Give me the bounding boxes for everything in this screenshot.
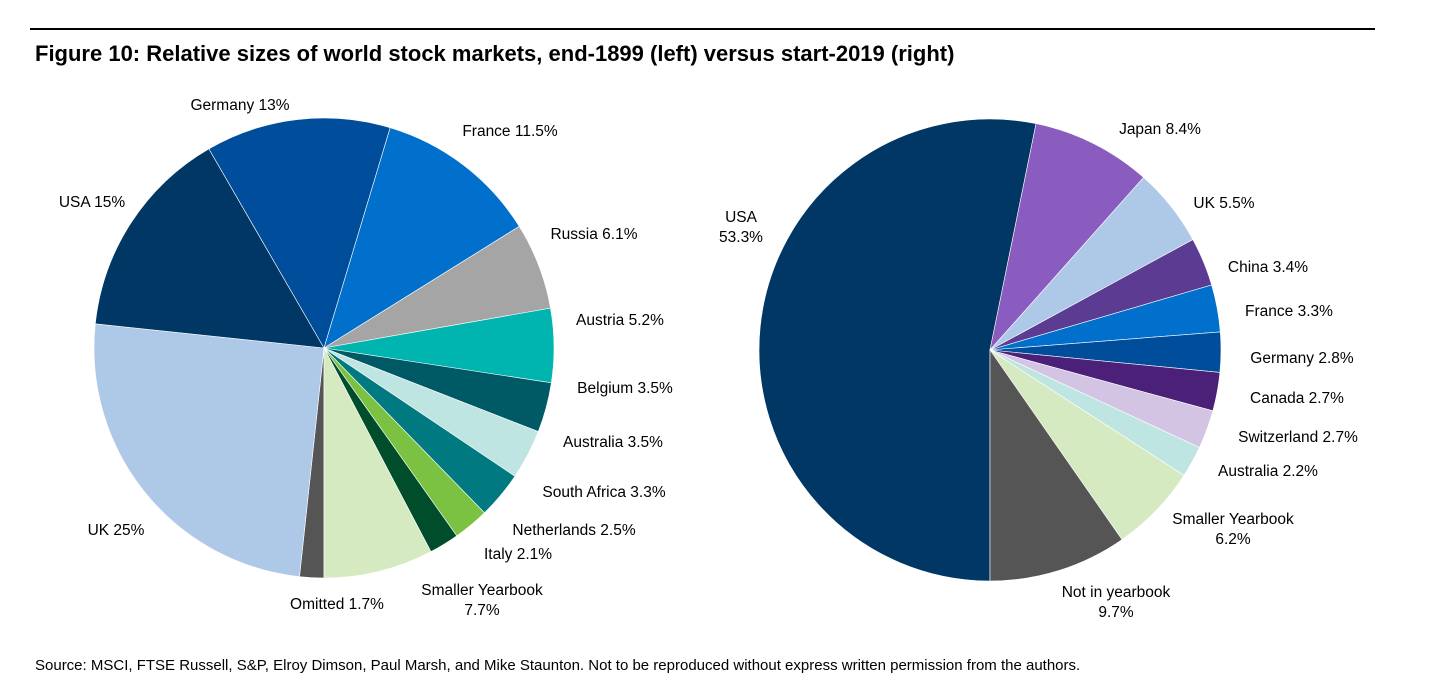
slice-label: China 3.4% (1228, 259, 1308, 276)
slice-label: Belgium 3.5% (577, 380, 673, 397)
slice-label: Not in yearbook 9.7% (1062, 584, 1171, 621)
slice-label: Switzerland 2.7% (1238, 429, 1358, 446)
pie-slice (758, 118, 1037, 582)
pie-slice (989, 123, 1145, 352)
slice-label: Germany 2.8% (1250, 350, 1354, 367)
slice-label: Smaller Yearbook 7.7% (421, 582, 543, 619)
slice-label: Italy 2.1% (484, 546, 552, 563)
slice-label: France 11.5% (462, 123, 558, 140)
slice-label: USA 53.3% (719, 209, 763, 246)
slice-label: USA 15% (59, 194, 126, 211)
pie-slice (323, 127, 520, 349)
slice-label: Canada 2.7% (1250, 390, 1344, 407)
slice-label: Japan 8.4% (1119, 121, 1201, 138)
slice-label: France 3.3% (1245, 303, 1333, 320)
pie-chart-1899: Omitted 1.7% UK 25% USA 15% Germany 13% Fran… (59, 97, 673, 619)
pie-slice (989, 349, 1123, 582)
figure-title: Figure 10: Relative sizes of world stock… (35, 41, 955, 66)
slice-label: South Africa 3.3% (542, 484, 665, 501)
pie-slice (93, 323, 325, 578)
slice-label: Australia 2.2% (1218, 463, 1318, 480)
slice-label: UK 25% (88, 522, 145, 539)
slice-label: Smaller Yearbook 6.2% (1172, 511, 1294, 548)
pie-slice (94, 148, 325, 349)
slice-label: Netherlands 2.5% (512, 522, 635, 539)
pie-slice (208, 117, 391, 349)
slice-label: Germany 13% (190, 97, 289, 114)
slice-label: Australia 3.5% (563, 434, 663, 451)
pie-chart-2019: USA 53.3% Japan 8.4% UK 5.5% China 3.4% Franc… (719, 118, 1358, 621)
slice-label: Omitted 1.7% (290, 596, 384, 613)
pie-slice (323, 347, 432, 579)
slice-label: Russia 6.1% (550, 226, 637, 243)
slice-label: Austria 5.2% (576, 312, 664, 329)
source-note: Source: MSCI, FTSE Russell, S&P, Elroy D… (35, 657, 1081, 674)
slice-label: UK 5.5% (1193, 195, 1254, 212)
top-rule (30, 28, 1375, 30)
